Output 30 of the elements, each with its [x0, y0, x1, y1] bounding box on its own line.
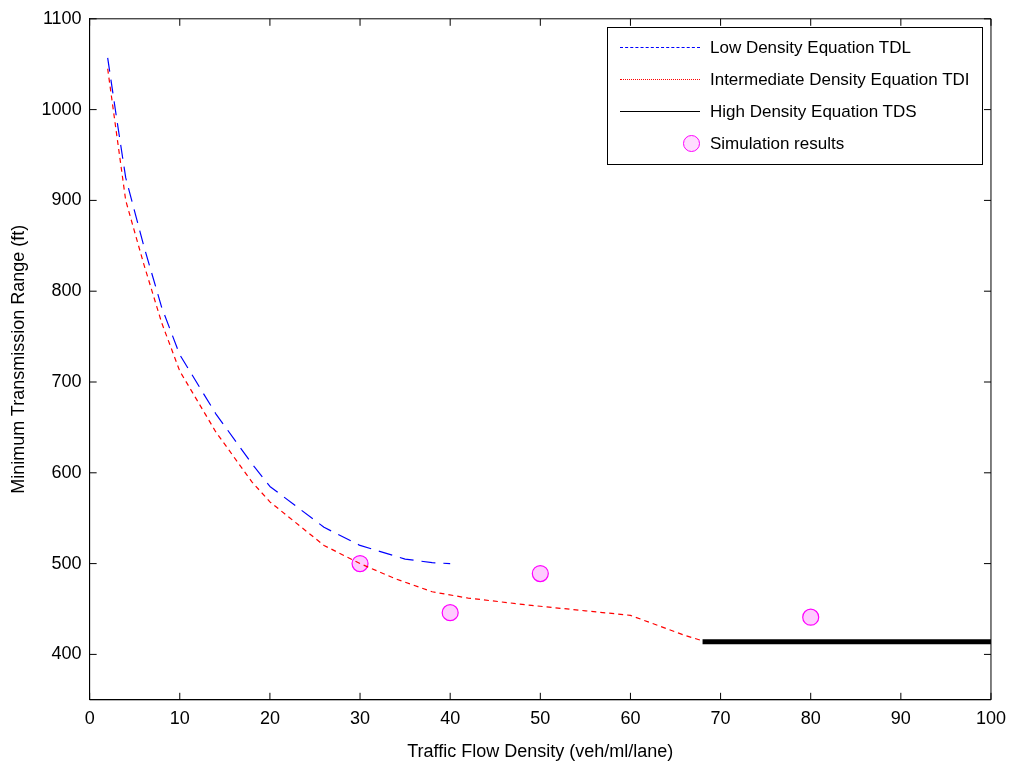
legend-label: High Density Equation TDS: [709, 101, 917, 122]
y-axis-title: Minimum Transmission Range (ft): [7, 224, 28, 494]
y-tick-label: 800: [51, 280, 82, 301]
legend-label: Simulation results: [709, 133, 845, 154]
x-tick-label: 10: [169, 707, 190, 728]
y-tick-label: 500: [51, 552, 82, 573]
x-tick-label: 40: [440, 707, 461, 728]
y-tick-label: 900: [51, 189, 82, 210]
x-tick-label: 90: [890, 707, 911, 728]
point: [441, 604, 459, 622]
point: [531, 564, 549, 583]
point: [802, 608, 820, 626]
x-axis-title: Traffic Flow Density (veh/ml/lane): [407, 741, 674, 762]
y-tick-label: 600: [51, 461, 82, 482]
y-tick-label: 400: [51, 643, 82, 664]
legend-label: Low Density Equation TDL: [709, 37, 911, 58]
x-tick-label: 80: [800, 707, 821, 728]
line-series: [107, 57, 451, 565]
legend-label: Intermediate Density Equation TDI: [709, 69, 970, 90]
y-tick-label: 1000: [41, 98, 82, 119]
x-tick-label: 20: [259, 707, 280, 728]
y-tick-label: 1100: [42, 7, 82, 28]
x-tick-label: 70: [710, 707, 731, 728]
x-tick-label: 0: [84, 707, 95, 728]
point: [351, 555, 369, 573]
x-tick-label: 100: [975, 707, 1007, 728]
x-tick-label: 30: [350, 707, 371, 728]
x-tick-label: 60: [620, 707, 641, 728]
x-tick-label: 50: [530, 707, 551, 728]
y-tick-label: 700: [51, 370, 82, 391]
